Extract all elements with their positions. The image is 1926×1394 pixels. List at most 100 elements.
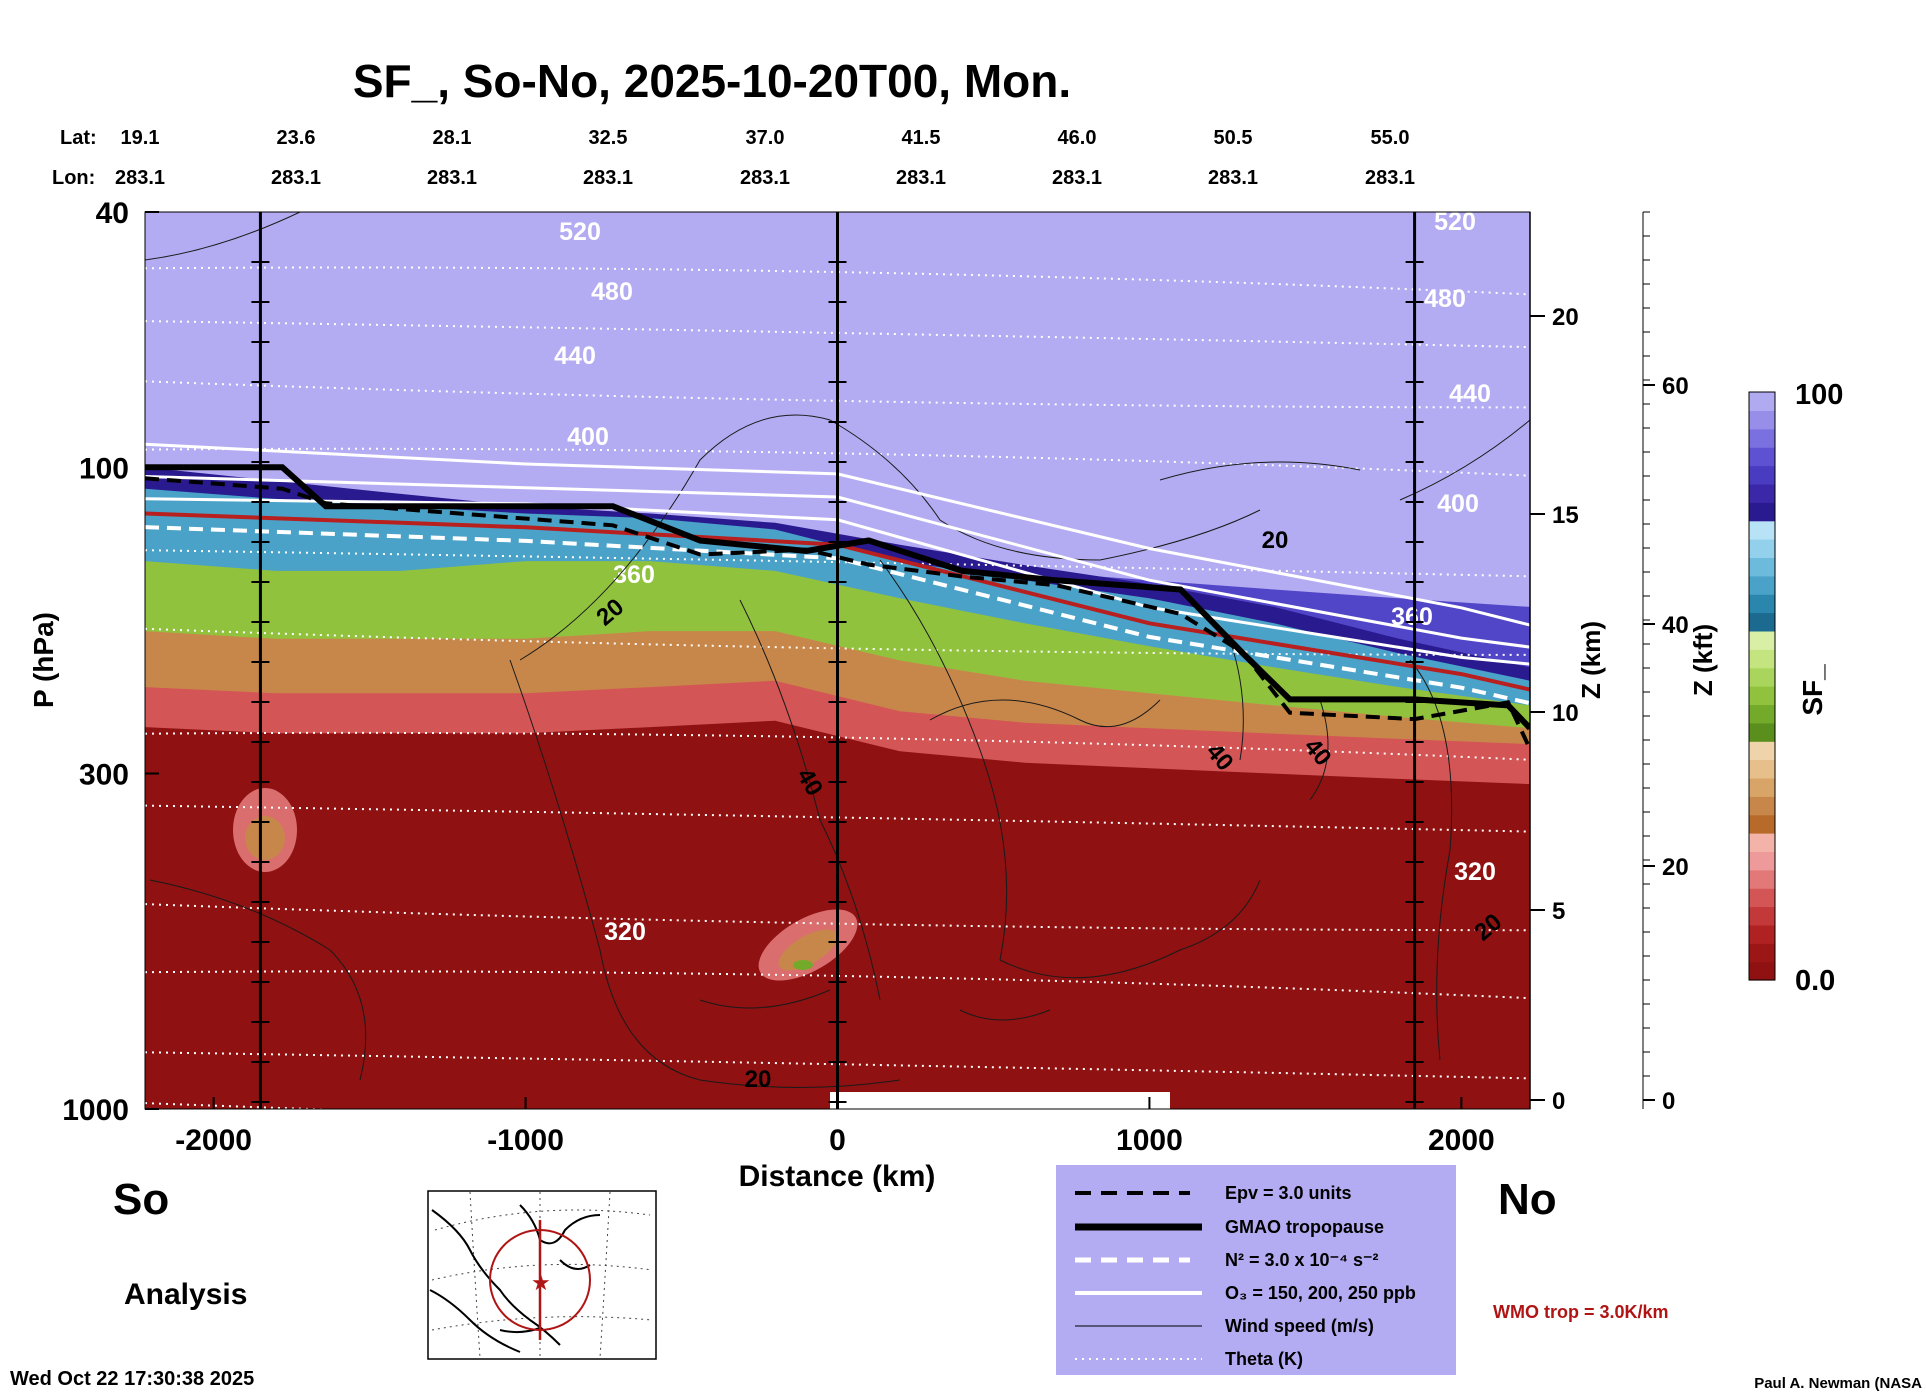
theta-contour-label: 320 <box>1454 858 1496 886</box>
south-end-label: So <box>113 1175 169 1224</box>
lat-value: 37.0 <box>746 127 785 149</box>
wind-contour <box>149 879 367 1081</box>
colorbar-cell <box>1749 943 1775 963</box>
x-tick-label: -2000 <box>175 1124 252 1157</box>
x-tick-label: 2000 <box>1428 1124 1495 1157</box>
theta-contour-label: 440 <box>554 342 596 370</box>
inset-map: ★ <box>427 1190 657 1360</box>
field-patch-center-green <box>793 960 813 970</box>
colorbar-cell <box>1749 594 1775 614</box>
lat-value: 41.5 <box>902 127 941 149</box>
z-km-axis-label: Z (km) <box>1576 621 1606 699</box>
timestamp: Wed Oct 22 17:30:38 2025 <box>10 1368 254 1390</box>
wmo-tropopause-line <box>145 511 1530 692</box>
colorbar-cell <box>1749 630 1775 650</box>
colorbar-cell <box>1749 704 1775 724</box>
colorbar-cell <box>1749 722 1775 742</box>
low-field-patches <box>233 788 1170 1109</box>
lon-value: 283.1 <box>583 167 633 189</box>
wind-contour <box>699 989 1051 1021</box>
lat-value: 19.1 <box>121 127 160 149</box>
colorbar-cell <box>1749 612 1775 632</box>
legend-o3-label: O₃ = 150, 200, 250 ppb <box>1225 1283 1416 1303</box>
lon-header-label: Lon: <box>52 167 95 189</box>
y-tick-label: 300 <box>79 758 129 791</box>
colorbar-cell <box>1749 649 1775 669</box>
lon-value: 283.1 <box>1365 167 1415 189</box>
y-tick-label: 1000 <box>62 1094 129 1127</box>
north-end-label: No <box>1498 1175 1557 1224</box>
colorbar-cell <box>1749 557 1775 577</box>
colorbar-cell <box>1749 483 1775 503</box>
colorbar: 100 0.0 SF_ <box>1748 379 1843 997</box>
theta-contour-label: 320 <box>604 918 646 946</box>
colorbar-frame <box>1748 391 1776 981</box>
ozone-contour <box>145 497 1530 666</box>
wind-contour-label: 20 <box>745 1066 772 1093</box>
lat-value: 23.6 <box>277 127 316 149</box>
x-tick-label: -1000 <box>487 1124 564 1157</box>
lon-value: 283.1 <box>1208 167 1258 189</box>
field-patch-center-core <box>778 929 838 971</box>
wind-contour <box>929 699 1161 728</box>
colorbar-cell <box>1749 833 1775 852</box>
colorbar-cell <box>1749 465 1775 485</box>
credit-line: Paul A. Newman (NASA <box>1754 1375 1922 1392</box>
lat-header-label: Lat: <box>60 127 97 149</box>
inset-map-frame <box>427 1190 657 1360</box>
wind-contour <box>145 212 301 261</box>
lat-lon-header: Lat: Lon: 19.1 23.6 28.1 32.5 37.0 41.5 46.0 50… <box>52 127 1415 189</box>
colorbar-cell <box>1749 392 1775 411</box>
lat-value: 46.0 <box>1058 127 1097 149</box>
inset-map-center-star-icon: ★ <box>531 1270 551 1295</box>
legend-box <box>1056 1165 1456 1375</box>
chart-title: SF_, So-No, 2025-10-20T00, Mon. <box>353 55 1071 107</box>
ozone-contours <box>145 442 1530 666</box>
x-axis-label: Distance (km) <box>739 1160 936 1193</box>
ozone-contour <box>145 442 1530 627</box>
lat-value: 32.5 <box>589 127 628 149</box>
colorbar-cell <box>1749 924 1775 944</box>
lon-value: 283.1 <box>271 167 321 189</box>
colorbar-cell <box>1749 906 1775 926</box>
x-tick-label: 0 <box>829 1124 846 1157</box>
lat-value: 50.5 <box>1214 127 1253 149</box>
colorbar-cell <box>1749 814 1775 834</box>
z-km-tick-label: 5 <box>1552 898 1565 925</box>
n2-threshold-line <box>145 525 1530 706</box>
colorbar-cell <box>1749 777 1775 797</box>
lon-value: 283.1 <box>115 167 165 189</box>
legend-epv-label: Epv = 3.0 units <box>1225 1183 1352 1203</box>
colorbar-min-label: 0.0 <box>1795 965 1835 997</box>
theta-contour-label: 400 <box>567 423 609 451</box>
theta-contour-label: 440 <box>1449 380 1491 408</box>
theta-contour-label: 520 <box>559 218 601 246</box>
wmo-trop-note: WMO trop = 3.0K/km <box>1493 1302 1669 1322</box>
colorbar-cell <box>1749 741 1775 761</box>
colorbar-cell <box>1749 796 1775 816</box>
lon-value: 283.1 <box>1052 167 1102 189</box>
lat-value: 55.0 <box>1371 127 1410 149</box>
z-kft-tick-label: 40 <box>1662 612 1689 639</box>
legend-n2-label: N² = 3.0 x 10⁻⁴ s⁻² <box>1225 1250 1378 1270</box>
inset-map-coastline <box>429 1204 601 1353</box>
z-kft-tick-label: 20 <box>1662 854 1689 881</box>
wind-contour <box>519 414 1261 661</box>
colorbar-cell <box>1749 502 1775 522</box>
lat-value: 28.1 <box>433 127 472 149</box>
colorbar-cell <box>1749 851 1775 871</box>
z-kft-tick-label: 0 <box>1662 1088 1675 1115</box>
colorbar-cell <box>1749 539 1775 558</box>
lon-value: 283.1 <box>896 167 946 189</box>
wind-contour <box>509 659 901 1088</box>
colorbar-title: SF_ <box>1797 664 1828 716</box>
field-patch-left-core <box>245 816 285 860</box>
colorbar-cell <box>1749 410 1775 430</box>
legend-theta-label: Theta (K) <box>1225 1349 1303 1369</box>
legend-gmao-label: GMAO tropopause <box>1225 1217 1384 1237</box>
ozone-contour <box>145 475 1530 649</box>
z-km-tick-label: 15 <box>1552 502 1579 529</box>
colorbar-cells <box>1749 392 1775 981</box>
